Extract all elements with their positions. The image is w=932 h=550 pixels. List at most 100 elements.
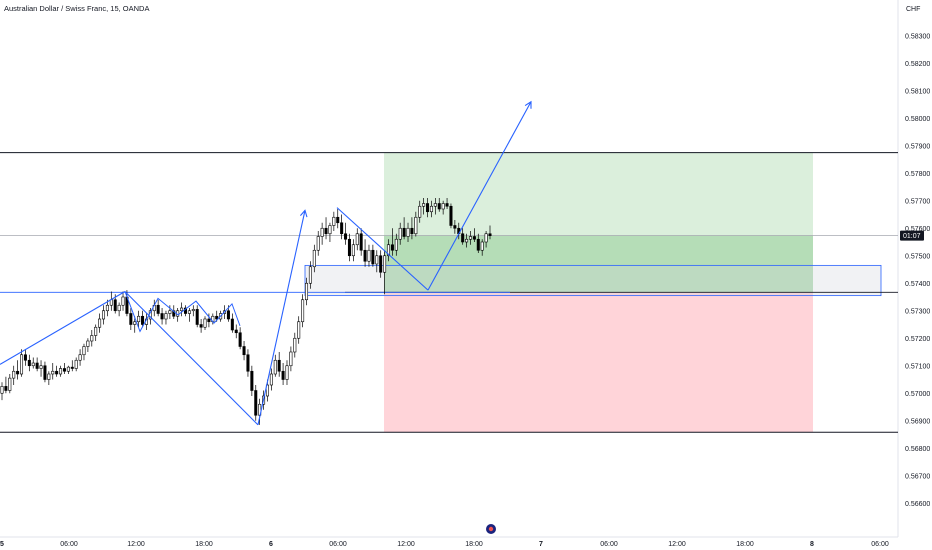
candle-body (367, 249, 371, 262)
candle-body (398, 227, 402, 240)
price-tick-label: 0.57700 (905, 198, 930, 205)
candle-body (94, 326, 98, 336)
candle-body (86, 340, 90, 347)
candle-body (453, 225, 457, 229)
candle-body (164, 313, 168, 320)
candle-body (308, 266, 312, 284)
price-tick-label: 0.57800 (905, 171, 930, 178)
candle-body (449, 205, 453, 226)
time-tick-label: 18:00 (736, 541, 754, 548)
candle-body (465, 238, 469, 243)
candle-body (141, 315, 145, 325)
stop-loss-zone[interactable] (384, 292, 813, 433)
candle-body (246, 354, 250, 372)
candle-body (62, 368, 66, 372)
time-tick-label: 06:00 (871, 541, 889, 548)
candle-body (43, 365, 47, 380)
candle-body (281, 370, 285, 380)
zigzag-line (124, 291, 241, 333)
time-tick-label: 12:00 (397, 541, 415, 548)
candle-body (340, 222, 344, 235)
support-zone-box[interactable] (304, 264, 882, 297)
candle-body (433, 203, 437, 207)
candle-body (472, 236, 476, 240)
trend-line (257, 210, 306, 425)
price-tick-label: 0.57100 (905, 363, 930, 370)
candle-body (51, 370, 55, 375)
trend-line (124, 291, 259, 426)
price-tick-label: 0.58200 (905, 61, 930, 68)
candle-body (390, 244, 394, 251)
candle-body (441, 203, 445, 210)
candle-body (429, 205, 433, 213)
candle-body (293, 337, 297, 353)
candle-body (39, 365, 43, 369)
candle-body (426, 203, 430, 213)
price-tick-label: 0.57500 (905, 253, 930, 260)
candle-body (242, 346, 246, 356)
candle-body (386, 244, 391, 257)
candle-body (66, 366, 70, 372)
time-tick-label: 06:00 (329, 541, 347, 548)
candle-series (0, 198, 492, 425)
candle-body (47, 373, 51, 380)
horizontal-levels[interactable] (0, 152, 898, 433)
candle-body (191, 309, 195, 312)
candle-body (117, 304, 121, 312)
trend-line (0, 291, 126, 365)
candle-body (70, 366, 74, 369)
time-axis-ticks: 5 06:00 12:00 18:00 6 06:00 12:00 18:00 7 06:00 12… (0, 541, 889, 548)
candle-body (180, 307, 184, 312)
candle-body (355, 233, 359, 246)
candle-body (137, 315, 141, 323)
candle-body (476, 238, 480, 251)
time-tick-label: 18:00 (195, 541, 213, 548)
candle-body (301, 299, 305, 323)
price-tick-label: 0.57200 (905, 336, 930, 343)
candle-body (82, 346, 86, 356)
candle-body (250, 370, 254, 391)
candle-body (254, 390, 258, 416)
candle-body (8, 377, 12, 391)
price-tick-label: 0.57900 (905, 143, 930, 150)
candle-body (316, 236, 320, 251)
candle-body (418, 205, 422, 218)
flag-icon[interactable] (486, 524, 496, 534)
time-tick-label: 06:00 (60, 541, 78, 548)
candle-body (98, 318, 102, 328)
time-tick-label: 6 (269, 541, 273, 548)
candle-body (402, 227, 406, 237)
price-axis-panel[interactable] (898, 0, 932, 550)
trend-drawings[interactable] (0, 100, 532, 426)
candle-body (133, 321, 137, 325)
time-tick-label: 18:00 (465, 541, 483, 548)
price-axis-ticks: 0.58300 0.58200 0.58100 0.58000 0.57900 0.578… (905, 33, 930, 508)
price-tick-label: 0.57000 (905, 391, 930, 398)
candle-body (273, 359, 277, 375)
arrow-head (524, 100, 532, 109)
candle-body (35, 362, 39, 369)
candle-body (234, 329, 238, 334)
time-tick-label: 8 (810, 541, 814, 548)
candle-body (297, 321, 301, 339)
candle-body (383, 255, 387, 273)
candle-body (437, 203, 441, 210)
candle-body (78, 354, 82, 361)
candle-body (226, 310, 230, 320)
candle-body (27, 359, 31, 367)
candle-body (269, 373, 273, 386)
price-tick-label: 0.56800 (905, 446, 930, 453)
candle-body (230, 318, 234, 331)
candle-body (484, 233, 488, 243)
candle-body (320, 227, 324, 237)
candle-body (414, 216, 418, 235)
candle-body (285, 365, 289, 380)
price-tick-label: 0.57300 (905, 308, 930, 315)
candle-body (23, 354, 27, 361)
current-price-label: 01:07 (903, 233, 921, 240)
candle-body (410, 227, 414, 235)
candle-body (394, 238, 398, 251)
price-tick-label: 0.57600 (905, 226, 930, 233)
candle-body (187, 310, 191, 314)
